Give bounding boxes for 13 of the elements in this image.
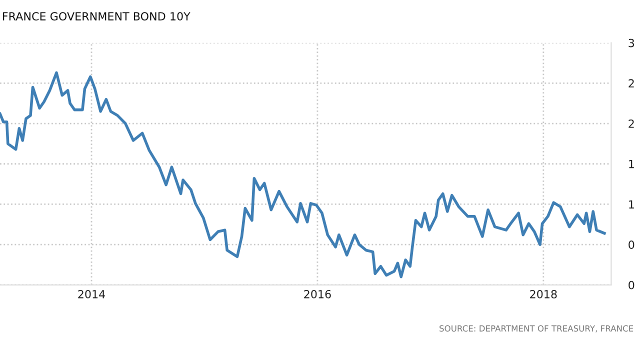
- y-tick-label: 2: [628, 120, 634, 128]
- y-tick-label: 1: [629, 200, 634, 208]
- y-tick-label: 1: [629, 160, 634, 168]
- x-tick-label: 2018: [530, 290, 557, 298]
- chart-title: FRANCE GOVERNMENT BOND 10Y: [3, 12, 190, 20]
- x-tick-label: 2014: [78, 290, 106, 298]
- y-tick-label: 0: [628, 240, 634, 249]
- y-tick-label: 2: [628, 79, 634, 88]
- y-tick-label: 0: [628, 280, 634, 290]
- y-tick-label: 3: [628, 38, 634, 48]
- source-note: SOURCE: DEPARTMENT OF TREASURY, FRANCE: [440, 325, 634, 332]
- x-tick-label: 2016: [304, 290, 331, 298]
- line-series: [0, 71, 606, 278]
